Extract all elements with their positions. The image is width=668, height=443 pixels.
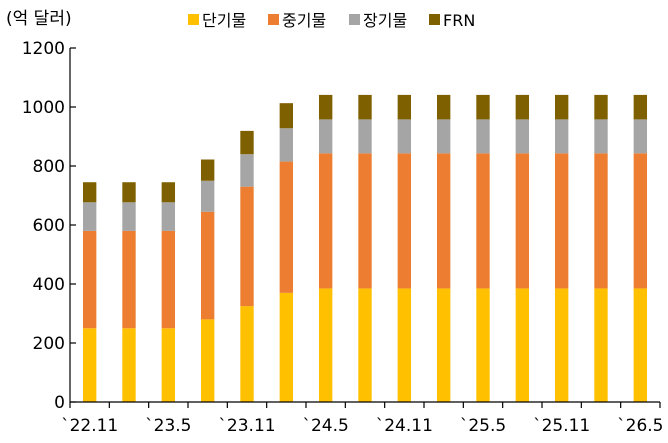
bar-segment xyxy=(200,211,215,320)
bar-segment xyxy=(358,119,372,154)
bar-segment xyxy=(554,288,569,402)
legend-swatch xyxy=(429,14,440,25)
y-tick-label: 800 xyxy=(33,157,65,177)
bar-segment xyxy=(358,288,372,402)
bar-segment xyxy=(279,103,294,129)
bar-segment xyxy=(397,153,412,289)
bar-segment xyxy=(161,182,176,203)
legend-label: FRN xyxy=(443,11,475,30)
bar-segment xyxy=(397,94,412,120)
bar-segment xyxy=(279,161,294,293)
legend-label: 장기물 xyxy=(363,11,407,30)
bar-segment xyxy=(633,119,648,154)
bars xyxy=(82,94,648,402)
bar-segment xyxy=(279,128,294,162)
bar-segment xyxy=(122,182,136,203)
legend: 단기물 중기물 장기물 FRN xyxy=(188,11,475,30)
bar-segment xyxy=(515,119,530,154)
bar-segment xyxy=(397,288,412,402)
bar-segment xyxy=(318,94,333,120)
bar-segment xyxy=(240,130,254,155)
bar-segment xyxy=(200,180,215,212)
bar-segment xyxy=(82,328,97,402)
bar-segment xyxy=(633,288,648,402)
y-tick-label: 1000 xyxy=(22,98,65,118)
y-tick-label: 400 xyxy=(33,275,65,295)
bar-segment xyxy=(515,94,530,120)
bar-segment xyxy=(240,306,254,402)
legend-swatch xyxy=(268,14,279,25)
bar-segment xyxy=(318,288,333,402)
bar-segment xyxy=(122,230,136,329)
unit-label: (억 달러) xyxy=(6,9,72,29)
x-tick-label: `23.11 xyxy=(218,416,275,436)
x-tick-label: `25.11 xyxy=(533,416,590,436)
x-tick-label: `26.5 xyxy=(617,416,663,436)
bar-segment xyxy=(397,119,412,154)
bar-segment xyxy=(200,319,215,402)
bar-segment xyxy=(594,153,608,289)
bar-segment xyxy=(554,94,569,120)
legend-swatch xyxy=(349,14,360,25)
bar-segment xyxy=(161,230,176,329)
bar-segment xyxy=(515,153,530,289)
bar-segment xyxy=(82,182,97,203)
bar-segment xyxy=(358,94,372,120)
y-tick-label: 200 xyxy=(33,334,65,354)
bar-segment xyxy=(318,119,333,154)
x-tick-label: `25.5 xyxy=(460,416,506,436)
bar-segment xyxy=(82,202,97,231)
legend-swatch xyxy=(188,14,199,25)
y-axis: 0 200 400 600 800 1000 1200 xyxy=(22,39,76,413)
bar-segment xyxy=(436,94,451,120)
bar-segment xyxy=(476,94,490,120)
bar-segment xyxy=(633,94,648,120)
bar-segment xyxy=(240,154,254,187)
x-tick-label: `24.11 xyxy=(376,416,433,436)
bar-segment xyxy=(161,202,176,231)
legend-label: 단기물 xyxy=(202,11,246,30)
bar-segment xyxy=(240,186,254,307)
bar-segment xyxy=(436,153,451,289)
bar-segment xyxy=(594,94,608,120)
bar-segment xyxy=(476,288,490,402)
bar-segment xyxy=(594,119,608,154)
x-tick-label: `24.5 xyxy=(302,416,348,436)
bar-segment xyxy=(554,153,569,289)
bar-segment xyxy=(200,159,215,181)
legend-label: 중기물 xyxy=(282,11,326,30)
y-tick-label: 1200 xyxy=(22,39,65,59)
y-tick-label: 600 xyxy=(33,216,65,236)
bar-segment xyxy=(122,202,136,231)
bar-segment xyxy=(476,119,490,154)
x-tick-label: `22.11 xyxy=(61,416,118,436)
bar-segment xyxy=(554,119,569,154)
bar-segment xyxy=(476,153,490,289)
bar-segment xyxy=(82,230,97,329)
bar-segment xyxy=(318,153,333,289)
bar-segment xyxy=(515,288,530,402)
bar-segment xyxy=(122,328,136,402)
bar-segment xyxy=(161,328,176,402)
bar-segment xyxy=(436,288,451,402)
bar-segment xyxy=(358,153,372,289)
bar-segment xyxy=(594,288,608,402)
bar-segment xyxy=(279,292,294,402)
bar-segment xyxy=(436,119,451,154)
x-axis: `22.11 `23.5 `23.11 `24.5 `24.11 `25.5 `25.11 `… xyxy=(61,401,664,436)
x-tick-label: `23.5 xyxy=(145,416,191,436)
bar-segment xyxy=(633,153,648,289)
y-tick-label: 0 xyxy=(54,393,65,413)
